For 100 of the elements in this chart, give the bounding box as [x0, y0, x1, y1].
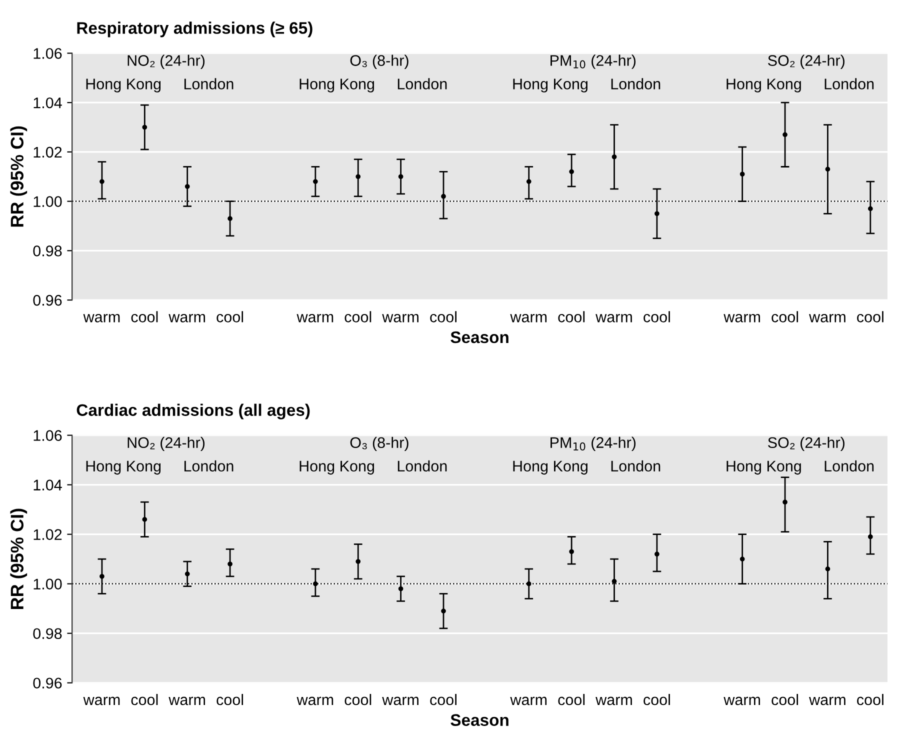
annotation: Hong Kong: [726, 460, 801, 475]
x-tick-label: warm: [382, 314, 418, 322]
x-tick-label: cool: [772, 694, 798, 706]
annotation: Hong Kong: [300, 460, 374, 475]
annotation: NO₂ (24-hr): [128, 54, 205, 69]
x-tick-label: cool: [430, 311, 456, 322]
x-tick-label: cool: [772, 311, 798, 322]
point: [398, 174, 404, 180]
point: [526, 179, 532, 184]
annotation: O₃ (8-hr): [350, 436, 408, 452]
point: [312, 179, 318, 184]
x-tick-label: warm: [168, 314, 206, 322]
point: [312, 581, 318, 586]
x-tick-label: warm: [296, 314, 334, 322]
annotation: Hong Kong: [300, 78, 374, 92]
point: [740, 556, 745, 562]
y-tick-label: 1.06: [34, 48, 62, 59]
x-tick-label: warm: [724, 314, 760, 322]
annotation: London: [611, 460, 660, 472]
x-tick-label: cool: [430, 694, 456, 706]
x-tick-label: cool: [216, 694, 244, 706]
point: [228, 562, 232, 566]
point: [569, 169, 574, 174]
y-tick-label: 0.98: [33, 628, 62, 640]
x-tick-label: cool: [344, 311, 372, 322]
annotation: London: [398, 78, 447, 90]
point: [612, 154, 617, 160]
point: [782, 500, 788, 505]
point: [142, 124, 148, 130]
annotation: London: [611, 78, 660, 90]
chart-title: Cardiac admissions (all ages): [76, 404, 310, 420]
x-axis-title: Season: [450, 714, 508, 726]
y-tick-label: 1.02: [34, 529, 62, 540]
y-tick-label: 1.00: [34, 578, 62, 590]
annotation: London: [824, 460, 874, 472]
point: [184, 571, 190, 576]
point: [184, 184, 190, 189]
y-tick-label: 1.06: [34, 430, 62, 441]
y-tick-label: 1.00: [34, 196, 62, 207]
point: [569, 549, 574, 554]
x-axis-title: Season: [450, 331, 508, 344]
point: [142, 517, 148, 522]
x-tick-label: warm: [510, 314, 547, 322]
point: [100, 574, 104, 579]
x-tick-label: cool: [857, 694, 884, 706]
x-tick-label: cool: [558, 694, 585, 706]
y-tick-label: 0.96: [33, 294, 62, 306]
annotation: PM$_{10}$ (24-hr): [550, 436, 636, 451]
x-tick-label: cool: [216, 311, 244, 322]
annotation: London: [398, 460, 447, 472]
point: [825, 566, 830, 572]
x-tick-label: warm: [809, 696, 846, 706]
x-tick-label: warm: [83, 696, 120, 706]
y-axis-title: RR (95% CI): [10, 508, 28, 610]
x-tick-label: warm: [724, 696, 760, 706]
annotation: NO₂ (24-hr): [128, 436, 205, 452]
annotation: Hong Kong: [86, 78, 161, 92]
x-tick-label: warm: [382, 696, 418, 706]
point: [100, 179, 104, 184]
y-tick-label: 1.04: [34, 480, 62, 490]
point: [441, 608, 446, 614]
annotation: Hong Kong: [726, 78, 801, 92]
point: [868, 206, 873, 212]
annotation: O₃ (8-hr): [350, 54, 408, 69]
x-tick-label: cool: [558, 311, 585, 322]
annotation: London: [184, 460, 234, 472]
point: [654, 211, 660, 216]
annotation: London: [184, 78, 234, 90]
annotation: SO₂ (24-hr): [768, 436, 844, 452]
x-tick-label: cool: [644, 311, 670, 322]
x-tick-label: warm: [296, 696, 334, 706]
point: [868, 534, 873, 540]
x-tick-label: cool: [857, 311, 884, 322]
x-tick-label: cool: [644, 694, 670, 706]
point: [356, 174, 361, 180]
point: [526, 581, 532, 586]
point: [356, 559, 361, 564]
annotation: SO₂ (24-hr): [768, 54, 844, 69]
chart-title: Respiratory admissions (≥ 65): [77, 22, 312, 38]
x-tick-label: cool: [131, 694, 158, 706]
x-tick-label: cool: [131, 311, 158, 322]
x-tick-label: warm: [596, 696, 632, 706]
point: [228, 216, 232, 222]
point: [740, 172, 745, 177]
point: [612, 578, 617, 584]
x-tick-label: warm: [596, 314, 632, 322]
y-axis-title: RR (95% CI): [10, 126, 28, 227]
x-tick-label: cool: [344, 694, 372, 706]
y-tick-label: 1.04: [34, 97, 62, 108]
point: [441, 194, 446, 199]
point: [825, 166, 830, 172]
y-tick-label: 0.98: [33, 246, 62, 256]
point: [782, 132, 788, 138]
y-tick-label: 0.96: [33, 678, 62, 689]
y-tick-label: 1.02: [34, 146, 62, 158]
annotation: Hong Kong: [86, 460, 161, 475]
x-tick-label: warm: [83, 314, 120, 322]
x-tick-label: warm: [168, 696, 206, 706]
point: [398, 586, 404, 592]
annotation: London: [824, 78, 874, 90]
